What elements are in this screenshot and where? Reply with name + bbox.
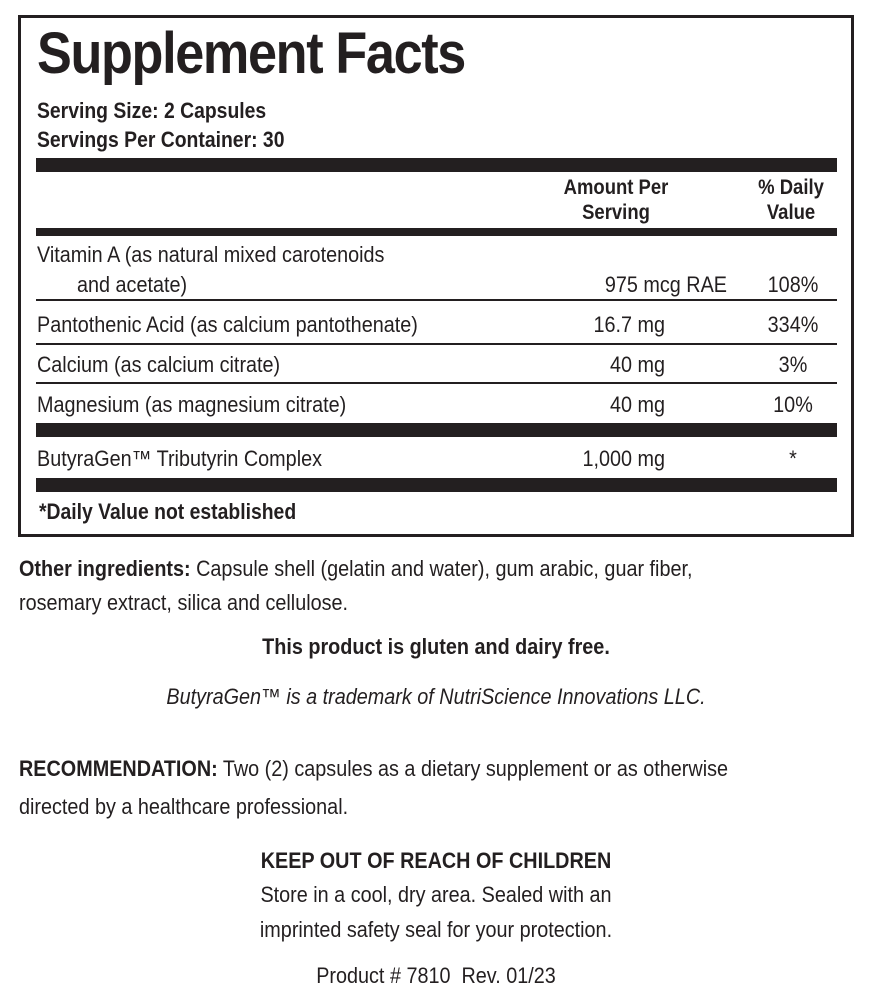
product-number: Product # 7810 Rev. 01/23 — [316, 963, 556, 988]
nutrient-amount: 16.7 mg — [593, 312, 665, 337]
divider-thick — [36, 423, 837, 437]
nutrient-name: Pantothenic Acid (as calcium pantothenat… — [37, 312, 418, 337]
serving-size: Serving Size: 2 Capsules — [37, 98, 267, 123]
nutrient-amount: 40 mg — [609, 392, 665, 417]
row-divider — [36, 382, 837, 384]
nutrient-amount: 40 mg — [609, 352, 665, 377]
recommendation-label: RECOMMENDATION: — [19, 756, 218, 781]
recommendation: RECOMMENDATION: Two (2) capsules as a di… — [19, 750, 728, 826]
nutrient-name-cont: and acetate) — [77, 272, 188, 297]
nutrient-name: Calcium (as calcium citrate) — [37, 352, 281, 377]
warning-line1: Store in a cool, dry area. Sealed with a… — [260, 882, 612, 907]
nutrient-dv: 334% — [767, 312, 819, 337]
panel-title: Supplement Facts — [37, 21, 466, 86]
other-ingredients: Other ingredients: Capsule shell (gelati… — [19, 552, 692, 620]
header-amount-line1: Amount Per — [563, 176, 669, 199]
header-amount: Amount Per Serving — [550, 175, 682, 225]
row-divider — [36, 299, 837, 301]
header-dv: % Daily Value — [747, 175, 835, 225]
nutrient-dv: 108% — [767, 272, 819, 297]
recommendation-text2: directed by a healthcare professional. — [19, 794, 349, 819]
row-divider — [36, 343, 837, 345]
footnote: *Daily Value not established — [39, 499, 297, 524]
header-dv-line1: % Daily — [758, 176, 824, 199]
divider-thick — [36, 158, 837, 172]
other-ingredients-text1: Capsule shell (gelatin and water), gum a… — [190, 556, 693, 581]
nutrient-dv: * — [789, 446, 797, 471]
warning-line2: imprinted safety seal for your protectio… — [259, 917, 613, 942]
nutrient-amount: 1,000 mg — [582, 446, 665, 471]
recommendation-text1: Two (2) capsules as a dietary supplement… — [217, 756, 729, 781]
divider-medium — [36, 228, 837, 236]
nutrient-name: ButyraGen™ Tributyrin Complex — [37, 446, 323, 471]
nutrient-dv: 3% — [778, 352, 808, 377]
other-ingredients-text2: rosemary extract, silica and cellulose. — [19, 590, 349, 615]
supplement-facts-panel: Supplement Facts Serving Size: 2 Capsule… — [18, 15, 854, 537]
gluten-free-statement: This product is gluten and dairy free. — [262, 634, 610, 659]
warning-title: KEEP OUT OF REACH OF CHILDREN — [260, 848, 612, 873]
trademark-statement: ButyraGen™ is a trademark of NutriScienc… — [166, 684, 706, 709]
nutrient-name: Vitamin A (as natural mixed carotenoids — [37, 242, 385, 267]
nutrient-dv: 10% — [773, 392, 813, 417]
nutrient-name: Magnesium (as magnesium citrate) — [37, 392, 347, 417]
header-amount-line2: Serving — [582, 201, 650, 224]
other-ingredients-label: Other ingredients: — [19, 556, 191, 581]
divider-thick — [36, 478, 837, 492]
header-dv-line2: Value — [766, 201, 816, 224]
nutrient-amount: 975 mcg RAE — [604, 272, 727, 297]
servings-per-container: Servings Per Container: 30 — [37, 127, 285, 152]
